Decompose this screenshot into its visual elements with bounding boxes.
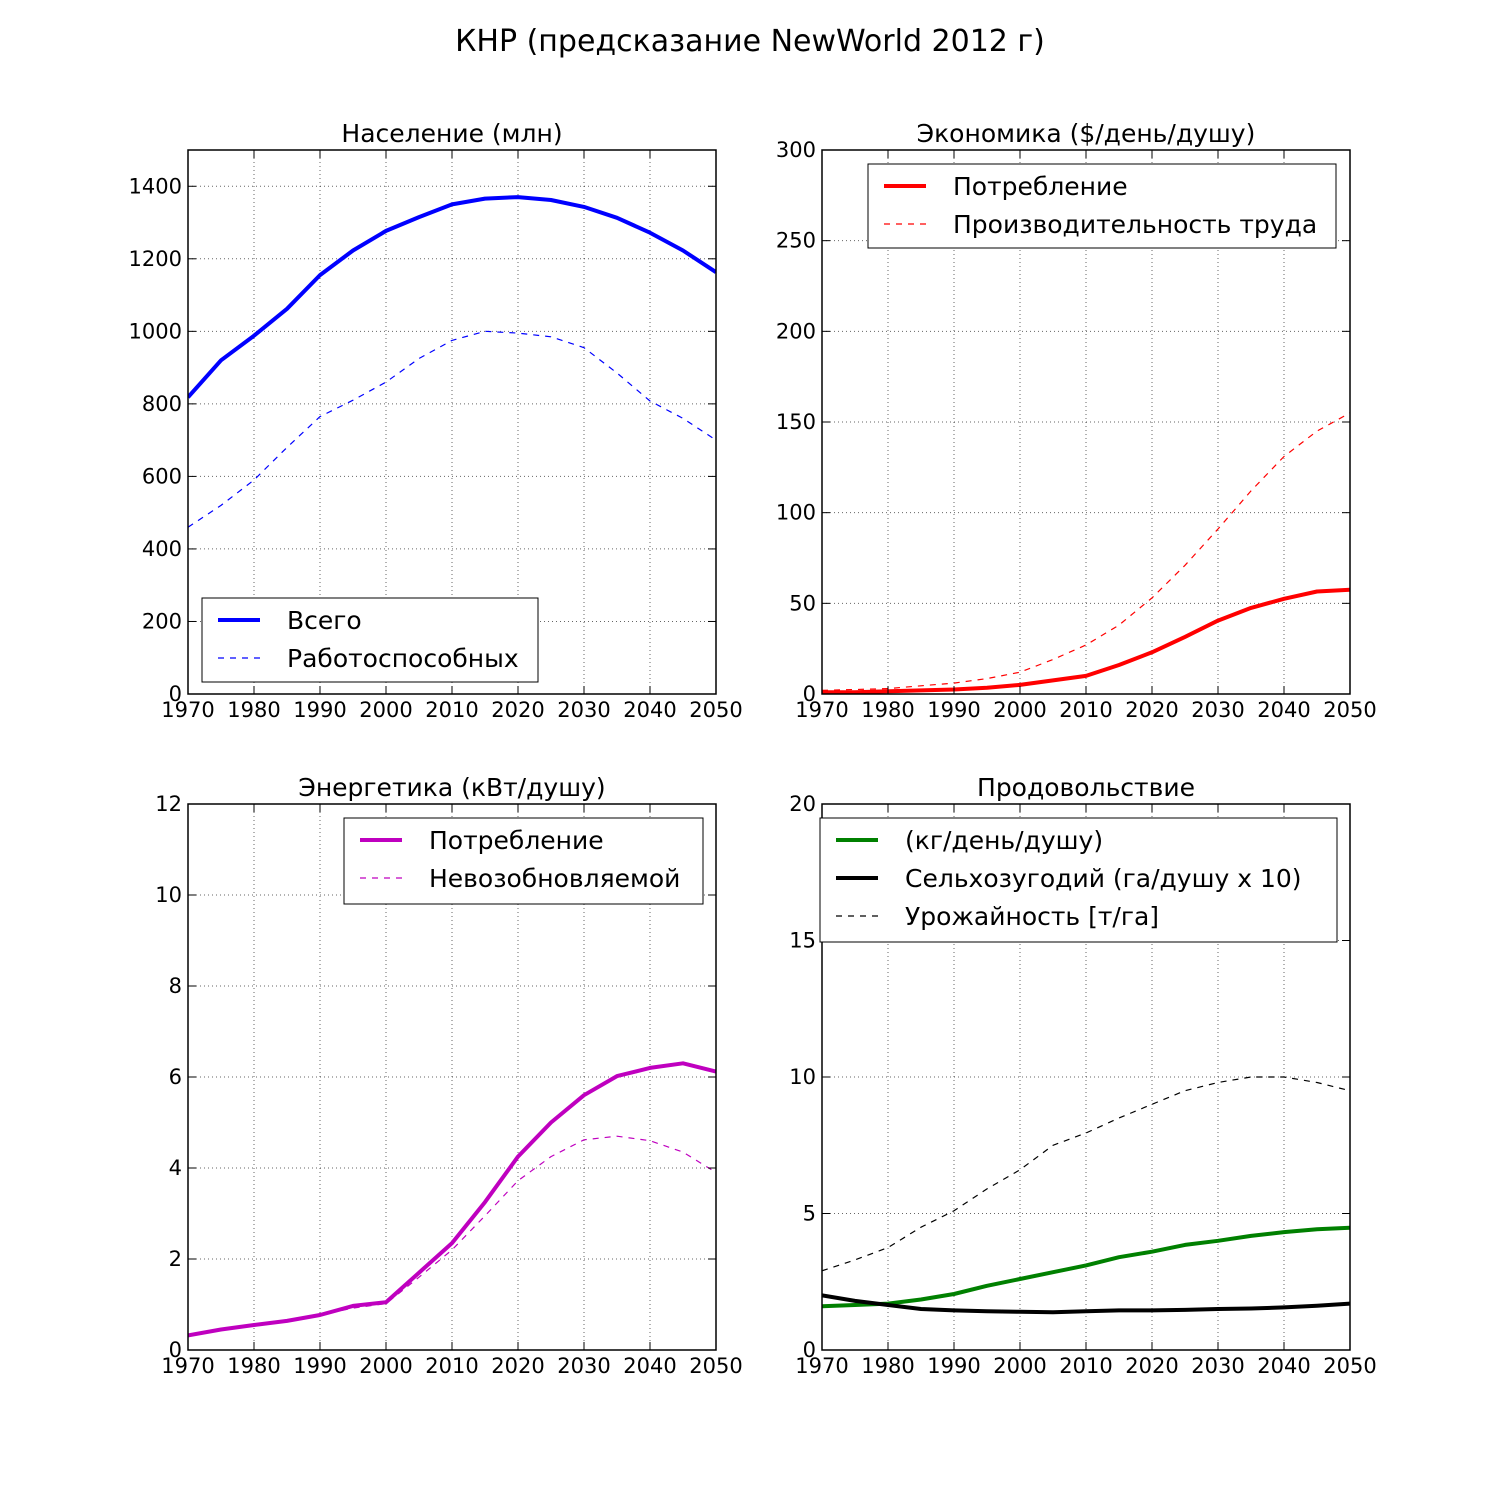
x-tick-label: 2020 <box>491 1354 544 1378</box>
y-tick-label: 8 <box>169 974 182 998</box>
legend-label: Потребление <box>953 172 1128 201</box>
legend: Всего Работоспособных <box>201 597 539 683</box>
series-line-3 <box>822 1076 1350 1272</box>
legend-label: Невозобновляемой <box>429 864 680 893</box>
y-tick-label: 200 <box>776 319 816 343</box>
legend-label: Всего <box>287 606 362 635</box>
legend-label: Работоспособных <box>287 644 519 673</box>
panel-title: Население (млн) <box>341 119 562 148</box>
series-line-2 <box>188 330 716 528</box>
y-tick-label: 100 <box>776 501 816 525</box>
x-tick-label: 2010 <box>1059 698 1112 722</box>
x-tick-label: 2010 <box>1059 1354 1112 1378</box>
x-tick-label: 2030 <box>1191 698 1244 722</box>
x-tick-label: 2020 <box>1125 1354 1178 1378</box>
x-tick-label: 2000 <box>993 1354 1046 1378</box>
x-tick-label: 1980 <box>861 698 914 722</box>
y-tick-label: 1200 <box>129 247 182 271</box>
x-tick-label: 1970 <box>795 698 848 722</box>
legend-box <box>201 597 539 683</box>
x-tick-label: 1970 <box>161 698 214 722</box>
chart-panel-2: 1970 1980 1990 2000 2010 2020 2030 2040 2050 0 50 1… <box>776 119 1377 722</box>
legend-box <box>819 817 1338 943</box>
legend: (кг/день/душу) Сельхозугодий (га/душу x 1… <box>819 817 1338 943</box>
x-tick-label: 2000 <box>359 1354 412 1378</box>
x-tick-label: 1990 <box>293 698 346 722</box>
y-tick-label: 400 <box>142 537 182 561</box>
y-tick-label: 12 <box>155 792 182 816</box>
y-tick-label: 800 <box>142 392 182 416</box>
y-tick-label: 6 <box>169 1065 182 1089</box>
y-tick-label: 0 <box>169 682 182 706</box>
y-tick-label: 0 <box>169 1338 182 1362</box>
x-tick-label: 2050 <box>1323 1354 1376 1378</box>
x-tick-label: 2000 <box>993 698 1046 722</box>
x-tick-label: 1990 <box>927 698 980 722</box>
x-tick-label: 1980 <box>227 1354 280 1378</box>
y-tick-label: 15 <box>789 929 816 953</box>
x-tick-label: 2040 <box>1257 698 1310 722</box>
series-line-1 <box>822 1225 1350 1309</box>
series-line-2 <box>822 1293 1350 1315</box>
x-tick-label: 1980 <box>861 1354 914 1378</box>
y-tick-label: 300 <box>776 138 816 162</box>
chart-panel-3: 1970 1980 1990 2000 2010 2020 2030 2040 2050 0 2 4 6… <box>155 773 742 1378</box>
x-tick-label: 2040 <box>1257 1354 1310 1378</box>
y-tick-label: 2 <box>169 1247 182 1271</box>
series-line-2 <box>188 1135 716 1336</box>
x-tick-label: 1980 <box>227 698 280 722</box>
x-tick-label: 1990 <box>927 1354 980 1378</box>
legend-label: (кг/день/душу) <box>905 826 1103 855</box>
chart-panel-4: 1970 1980 1990 2000 2010 2020 2030 2040 2050 0 5 10… <box>789 773 1376 1378</box>
x-tick-label: 2050 <box>689 1354 742 1378</box>
panel-title: Экономика ($/день/душу) <box>917 119 1256 148</box>
legend-label: Урожайность [т/га] <box>905 902 1159 931</box>
x-tick-label: 1970 <box>795 1354 848 1378</box>
legend-box <box>343 817 704 905</box>
x-tick-label: 2020 <box>1125 698 1178 722</box>
y-tick-label: 200 <box>142 609 182 633</box>
x-tick-label: 2040 <box>623 698 676 722</box>
y-tick-label: 50 <box>789 591 816 615</box>
x-tick-label: 2040 <box>623 1354 676 1378</box>
x-tick-label: 1970 <box>161 1354 214 1378</box>
x-tick-label: 2030 <box>557 1354 610 1378</box>
series-line-1 <box>822 587 1350 694</box>
panel-title: Продовольствие <box>977 773 1195 802</box>
y-tick-label: 10 <box>789 1065 816 1089</box>
legend-label: Сельхозугодий (га/душу x 10) <box>905 864 1302 893</box>
series-line-1 <box>188 195 716 399</box>
legend-box <box>867 163 1337 249</box>
series-line-2 <box>822 412 1350 691</box>
figure-title: КНР (предсказание NewWorld 2012 г) <box>455 24 1045 59</box>
x-tick-label: 2030 <box>557 698 610 722</box>
legend-label: Потребление <box>429 826 604 855</box>
y-tick-label: 20 <box>789 792 816 816</box>
x-tick-label: 2050 <box>689 698 742 722</box>
y-tick-label: 0 <box>803 1338 816 1362</box>
y-tick-label: 1400 <box>129 174 182 198</box>
y-tick-label: 250 <box>776 229 816 253</box>
y-tick-label: 1000 <box>129 319 182 343</box>
x-tick-label: 1990 <box>293 1354 346 1378</box>
legend: Потребление Производительность труда <box>867 163 1337 249</box>
x-tick-label: 2030 <box>1191 1354 1244 1378</box>
x-tick-label: 2020 <box>491 698 544 722</box>
x-tick-label: 2010 <box>425 698 478 722</box>
y-tick-label: 4 <box>169 1156 182 1180</box>
x-tick-label: 2000 <box>359 698 412 722</box>
y-tick-label: 150 <box>776 410 816 434</box>
chart-panel-1: 1970 1980 1990 2000 2010 2020 2030 2040 2050 0 200… <box>129 119 743 722</box>
panel-title: Энергетика (кВт/душу) <box>298 773 605 802</box>
y-tick-label: 5 <box>803 1202 816 1226</box>
x-tick-label: 2050 <box>1323 698 1376 722</box>
y-tick-label: 600 <box>142 464 182 488</box>
legend-label: Производительность труда <box>953 210 1317 239</box>
legend: Потребление Невозобновляемой <box>343 817 704 905</box>
x-tick-label: 2010 <box>425 1354 478 1378</box>
y-tick-label: 0 <box>803 682 816 706</box>
y-tick-label: 10 <box>155 883 182 907</box>
